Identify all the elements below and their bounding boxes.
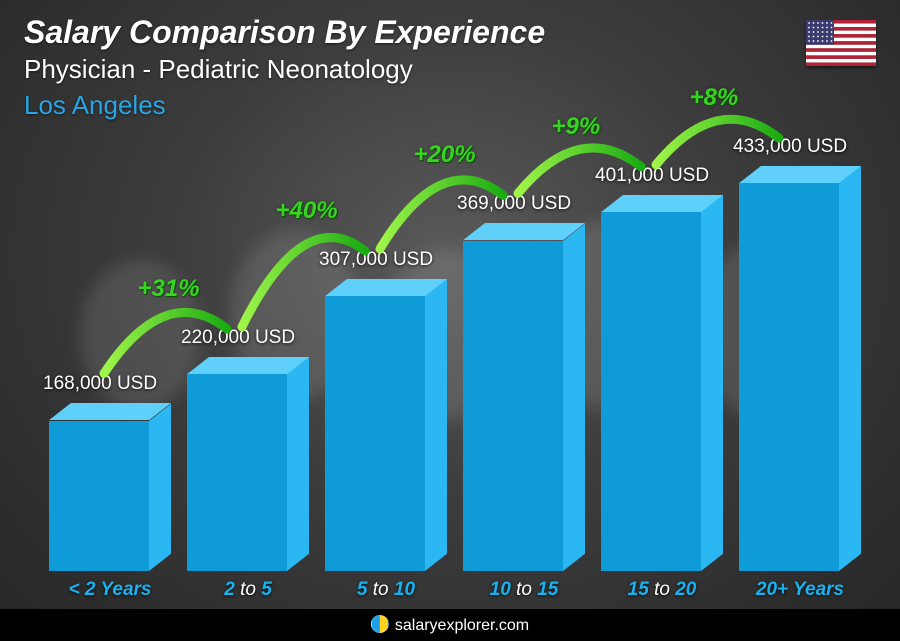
bar-x-label: 15 to 20: [601, 579, 723, 601]
growth-arc: [380, 180, 503, 249]
bar-x-label: 10 to 15: [463, 579, 585, 601]
footer-bar: salaryexplorer.com: [0, 609, 900, 641]
footer-site: salaryexplorer.com: [371, 615, 529, 635]
bar-x-label: 5 to 10: [325, 579, 447, 601]
growth-arc: [104, 312, 227, 373]
infographic-stage: Salary Comparison By Experience Physicia…: [0, 0, 900, 641]
chart-subtitle: Physician - Pediatric Neonatology: [24, 54, 413, 85]
pct-increase-badge: +8%: [690, 84, 739, 112]
growth-arc: [656, 119, 779, 164]
growth-arc: [518, 148, 641, 193]
site-logo-icon: [371, 615, 389, 633]
bar-x-label: 20+ Years: [739, 579, 861, 601]
growth-arcs: [20, 120, 860, 571]
footer-site-text: salaryexplorer.com: [395, 617, 529, 634]
chart-title: Salary Comparison By Experience: [24, 14, 545, 51]
bar-x-label: < 2 Years: [49, 579, 171, 601]
salary-bar-chart: 168,000 USD< 2 Years220,000 USD2 to 5307…: [20, 120, 860, 571]
growth-arc: [242, 238, 365, 327]
us-flag-icon: [806, 20, 876, 66]
chart-location: Los Angeles: [24, 90, 166, 121]
bar-x-label: 2 to 5: [187, 579, 309, 601]
